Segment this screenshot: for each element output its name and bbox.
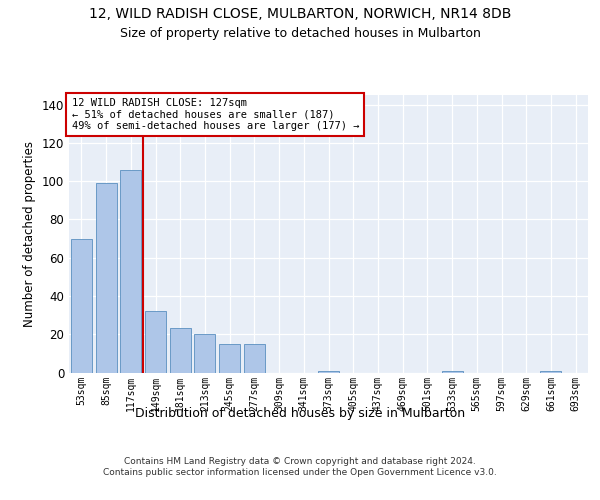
Text: Size of property relative to detached houses in Mulbarton: Size of property relative to detached ho… bbox=[119, 28, 481, 40]
Bar bbox=[95, 183, 116, 372]
Bar bbox=[442, 370, 463, 372]
Text: Contains HM Land Registry data © Crown copyright and database right 2024.
Contai: Contains HM Land Registry data © Crown c… bbox=[103, 458, 497, 477]
Text: 12, WILD RADISH CLOSE, MULBARTON, NORWICH, NR14 8DB: 12, WILD RADISH CLOSE, MULBARTON, NORWIC… bbox=[89, 8, 511, 22]
Bar bbox=[71, 238, 92, 372]
Bar bbox=[541, 370, 562, 372]
Bar bbox=[170, 328, 191, 372]
Bar bbox=[318, 370, 339, 372]
Bar bbox=[145, 312, 166, 372]
Text: Distribution of detached houses by size in Mulbarton: Distribution of detached houses by size … bbox=[135, 408, 465, 420]
Y-axis label: Number of detached properties: Number of detached properties bbox=[23, 141, 36, 327]
Bar bbox=[219, 344, 240, 372]
Text: 12 WILD RADISH CLOSE: 127sqm
← 51% of detached houses are smaller (187)
49% of s: 12 WILD RADISH CLOSE: 127sqm ← 51% of de… bbox=[71, 98, 359, 131]
Bar bbox=[120, 170, 141, 372]
Bar bbox=[194, 334, 215, 372]
Bar bbox=[244, 344, 265, 372]
